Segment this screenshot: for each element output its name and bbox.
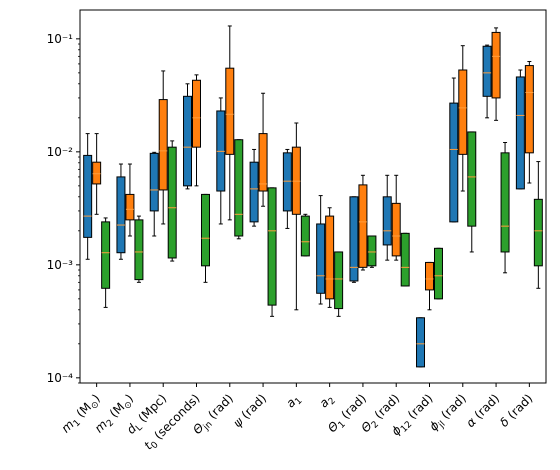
box-group [125,163,135,237]
box-iqr [425,261,434,291]
box-iqr [515,76,525,190]
box-iqr [158,99,168,191]
box-iqr [249,161,259,223]
box-group [316,195,326,305]
box-group [349,196,359,283]
box-iqr [192,79,201,148]
box-iqr [225,67,235,155]
box-iqr [524,65,534,154]
box-iqr [258,133,268,192]
box-group [425,261,434,311]
box-iqr [533,198,543,267]
box-group [134,215,144,283]
y-tick-label: 10⁻³ [47,258,74,272]
box-iqr [125,193,135,221]
box-iqr [134,219,144,281]
box-iqr [449,102,459,223]
box-iqr [316,223,326,294]
box-group [382,174,392,261]
box-iqr [325,215,335,300]
y-tick-label: 10⁻⁴ [47,371,74,385]
box-iqr [433,247,443,300]
box-iqr [116,176,126,254]
box-group [467,131,477,253]
box-iqr [416,317,426,368]
box-iqr [83,154,93,238]
box-iqr [267,187,277,306]
box-group [282,148,292,229]
box-iqr [234,139,244,237]
box-group [300,213,310,257]
box-iqr [358,184,368,268]
y-axis: 10⁻⁴ 10⁻³ 10⁻² 10⁻¹ [47,32,80,385]
box-group [449,77,459,223]
box-group [458,45,468,192]
box-iqr [300,215,310,257]
box-iqr [491,31,501,99]
box-group [433,247,443,300]
box-iqr [500,152,510,253]
box-group [200,193,210,283]
box-group [158,70,168,225]
box-group [524,61,534,184]
box-group [291,122,301,311]
box-iqr [467,131,477,227]
box-group [149,151,159,237]
box-iqr [92,161,102,185]
box-group [167,140,177,262]
box-group [515,69,525,190]
box-iqr [282,152,292,212]
box-iqr [167,146,177,259]
box-iqr [382,196,392,246]
box-group [116,163,126,260]
box-iqr [334,251,344,310]
box-group [192,74,201,187]
box-group [258,92,268,207]
box-group [183,83,193,190]
box-group [325,207,335,308]
box-iqr [183,95,193,187]
box-group [491,27,501,121]
box-group [92,133,102,215]
box-group [416,317,426,368]
y-tick-label: 10⁻¹ [47,32,74,46]
box-group [400,232,410,287]
box-iqr [101,221,111,289]
box-iqr [149,152,159,212]
box-group [83,133,93,260]
box-group [367,235,377,268]
box-iqr [367,235,377,267]
box-iqr [482,45,492,97]
box-group [234,139,244,240]
box-group [500,141,510,274]
box-group [482,44,492,119]
box-group [358,174,368,271]
box-group [267,187,277,317]
y-tick-label: 10⁻² [47,145,74,159]
box-group [101,217,111,308]
box-group [249,148,259,227]
box-iqr [349,196,359,282]
box-group [225,25,235,221]
box-group [391,174,401,261]
boxes-layer [83,25,543,368]
box-iqr [200,193,210,267]
box-iqr [400,232,410,287]
box-iqr [391,202,401,257]
box-iqr [458,69,468,155]
box-group [334,251,344,317]
box-group [216,97,226,225]
box-group [533,161,543,289]
